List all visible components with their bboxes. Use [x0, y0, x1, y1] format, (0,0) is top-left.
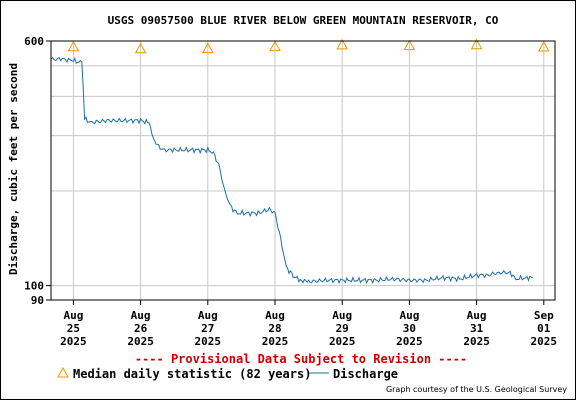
x-tick-label: Aug: [399, 309, 419, 322]
median-point-marker: [470, 38, 483, 50]
x-tick-label: 2025: [531, 335, 558, 348]
x-tick-label: 25: [67, 322, 80, 335]
x-tick-label: 2025: [262, 335, 289, 348]
x-tick-label: Sep: [534, 309, 554, 322]
median-point-marker: [537, 41, 550, 52]
x-ticks: Aug252025Aug262025Aug272025Aug282025Aug2…: [60, 300, 557, 348]
median-point-marker: [403, 39, 416, 51]
x-tick-label: 2025: [127, 335, 154, 348]
x-tick-label: 2025: [195, 335, 222, 348]
x-tick-label: 26: [134, 322, 148, 335]
x-tick-label: 01: [537, 322, 551, 335]
legend-median-icon: [57, 366, 69, 378]
y-tick-label: 600: [24, 35, 44, 48]
provisional-notice: ---- Provisional Data Subject to Revisio…: [135, 352, 467, 366]
median-point-marker: [336, 38, 349, 50]
plot-border: [50, 40, 556, 301]
x-tick-label: 2025: [60, 335, 87, 348]
x-tick-label: 27: [201, 322, 214, 335]
chart-title: USGS 09057500 BLUE RIVER BELOW GREEN MOU…: [108, 14, 499, 27]
discharge-series-line: [50, 56, 533, 285]
credit-text: Graph courtesy of the U.S. Geological Su…: [386, 385, 567, 394]
x-tick-label: 2025: [396, 335, 423, 348]
y-axis-label: Discharge, cubic feet per second: [7, 63, 20, 275]
legend-median-label: Median daily statistic (82 years): [73, 367, 311, 381]
plot-series: [50, 38, 550, 285]
y-tick-label: 100: [24, 280, 44, 293]
plot-grid: [51, 41, 555, 300]
x-tick-label: Aug: [332, 309, 352, 322]
x-tick-label: 2025: [329, 335, 356, 348]
x-tick-label: Aug: [63, 309, 83, 322]
x-tick-label: Aug: [131, 309, 151, 322]
x-tick-label: 2025: [463, 335, 490, 348]
median-point-marker: [201, 42, 214, 53]
x-tick-label: 31: [470, 322, 484, 335]
y-tick-label: 90: [31, 294, 44, 307]
x-tick-label: 30: [403, 322, 416, 335]
x-tick-label: Aug: [467, 309, 487, 322]
x-tick-label: Aug: [265, 309, 285, 322]
x-tick-label: 29: [336, 322, 349, 335]
median-point-marker: [269, 40, 281, 52]
median-point-marker: [134, 42, 147, 54]
median-point-marker: [67, 40, 80, 52]
legend-discharge-label: Discharge: [333, 367, 398, 381]
x-tick-label: Aug: [198, 309, 218, 322]
x-tick-label: 28: [268, 322, 281, 335]
